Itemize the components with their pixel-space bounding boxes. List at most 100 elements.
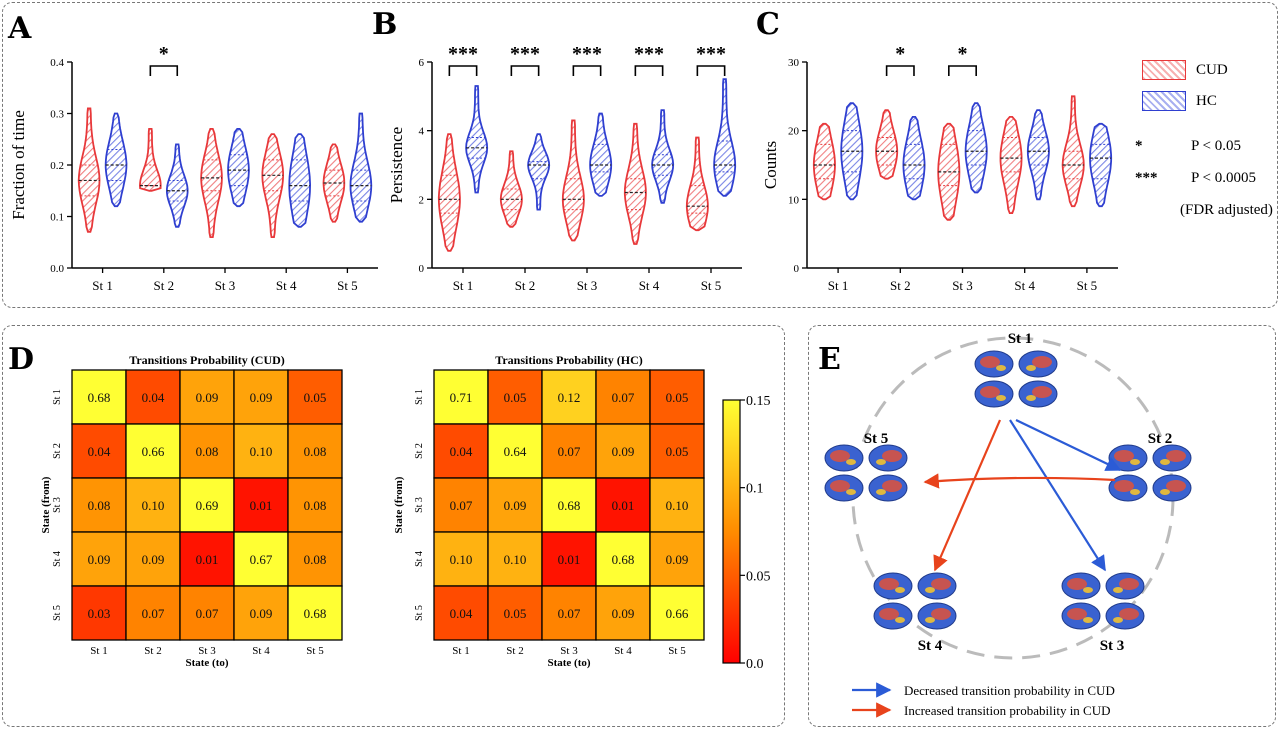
brain-activation-spot [1026,395,1036,401]
heatmap-col-label: St 3 [560,645,578,657]
heatmap-cell-value: 0.09 [196,390,219,405]
heatmap-cell-value: 0.71 [450,390,473,405]
brain-activation-spot [1160,459,1170,465]
violin-cud-4 [623,122,647,245]
heatmap-col-label: St 4 [252,645,270,657]
significance-marker: *** [634,43,664,65]
heatmap-cell-value: 0.64 [504,444,527,459]
brain-activation-blob [1067,578,1087,590]
heatmap-cell-value: 0.05 [666,444,689,459]
heatmap-cell-value: 0.68 [558,498,581,513]
heatmap-cell-value: 0.68 [88,390,111,405]
heatmap-cell-value: 0.09 [88,552,111,567]
heatmap-cell [125,423,181,479]
violin-hc-5 [349,112,373,223]
heatmap-cell [541,369,597,425]
y-tick-label: 0.2 [50,160,64,172]
heatmap-cell-value: 0.08 [304,552,327,567]
heatmap-x-label: State (to) [547,657,590,669]
y-tick-label: 10 [788,194,800,206]
heatmap-cell [487,531,543,587]
violin-cud-5 [685,136,709,232]
heatmap-cell [541,531,597,587]
legend-sig-1: * P < 0.05 [1135,138,1241,155]
legend-sig-symbol-1: * [1135,138,1143,154]
heatmap-cell-value: 0.07 [558,444,581,459]
violin-hc-3 [589,112,613,197]
legend-label-cud: CUD [1196,61,1228,78]
heatmap-cell-value: 0.08 [88,498,111,513]
brain-activation-blob [1166,450,1186,462]
heatmap-cell [595,585,651,641]
heatmap-cell-value: 0.66 [666,606,689,621]
brain-activation-spot [1113,617,1123,623]
significance-marker: * [895,43,905,65]
y-tick-label: 0.1 [50,212,64,224]
brain-activation-blob [830,450,850,462]
x-tick-label: St 3 [215,278,236,293]
heatmap-cell-value: 0.01 [250,498,273,513]
y-tick-label: 30 [788,57,800,69]
heatmap-cell [287,477,343,533]
heatmap-row-label: St 2 [52,443,63,459]
heatmap-cell-value: 0.09 [666,552,689,567]
heatmap-cell-value: 0.10 [142,498,165,513]
brain-activation-blob [1067,608,1087,620]
x-tick-label: St 3 [577,278,598,293]
panel-label-d: D [8,342,35,377]
brain-activation-blob [879,578,899,590]
legend-sig-symbol-2: *** [1135,170,1158,186]
panel-label-b: B [372,7,398,42]
x-tick-label: St 5 [337,278,358,293]
heatmap-cell [233,531,289,587]
significance-marker: *** [572,43,602,65]
heatmap-cell [287,585,343,641]
heatmap-cell-value: 0.04 [142,390,165,405]
heatmap-cell [487,423,543,479]
heatmap-cell [287,369,343,425]
heatmap-row-label: St 4 [52,551,63,567]
heatmap-cell-value: 0.07 [142,606,165,621]
network-legend-label: Increased transition probability in CUD [904,703,1111,718]
heatmap-cell [433,531,489,587]
brain-activation-blob [830,480,850,492]
significance-bracket [634,65,664,76]
heatmap-cell [487,585,543,641]
network-node-label: St 3 [1100,638,1125,654]
brain-activation-blob [1119,578,1139,590]
y-tick-label: 0.3 [50,109,64,121]
legend-fdr-note: (FDR adjusted) [1180,202,1273,219]
violin-hc-3 [227,128,250,208]
violin-hc-1 [104,112,128,208]
network-node-label: St 4 [918,638,943,654]
heatmap-cell-value: 0.09 [504,498,527,513]
heatmap-cell [71,423,127,479]
heatmap-col-label: St 2 [506,645,523,657]
significance-marker: *** [510,43,540,65]
brain-activation-spot [1130,459,1140,465]
y-tick-label: 0 [419,263,425,275]
brain-activation-spot [846,489,856,495]
heatmap-cell-value: 0.01 [612,498,635,513]
heatmap-col-label: St 5 [668,645,686,657]
violin-hc-4 [288,133,312,228]
heatmap-cell [595,477,651,533]
transition-arrow-st2-to-st5 [923,473,1116,489]
network-node-label: St 2 [1148,431,1173,447]
y-axis-label: Persistence [387,127,406,203]
heatmap-col-label: St 5 [306,645,324,657]
heatmap-y-label: State (from) [393,476,405,533]
y-axis-label: Fraction of time [9,110,28,220]
x-tick-label: St 5 [1077,278,1098,293]
heatmap-y-label: State (from) [40,476,52,533]
heatmap-cell-value: 0.05 [504,606,527,621]
heatmap-cell [649,585,705,641]
heatmap-cell [433,423,489,479]
violin-cud-2 [875,109,899,180]
brain-activation-spot [1130,489,1140,495]
transition-arrow-st1-to-st2 [1015,419,1122,471]
